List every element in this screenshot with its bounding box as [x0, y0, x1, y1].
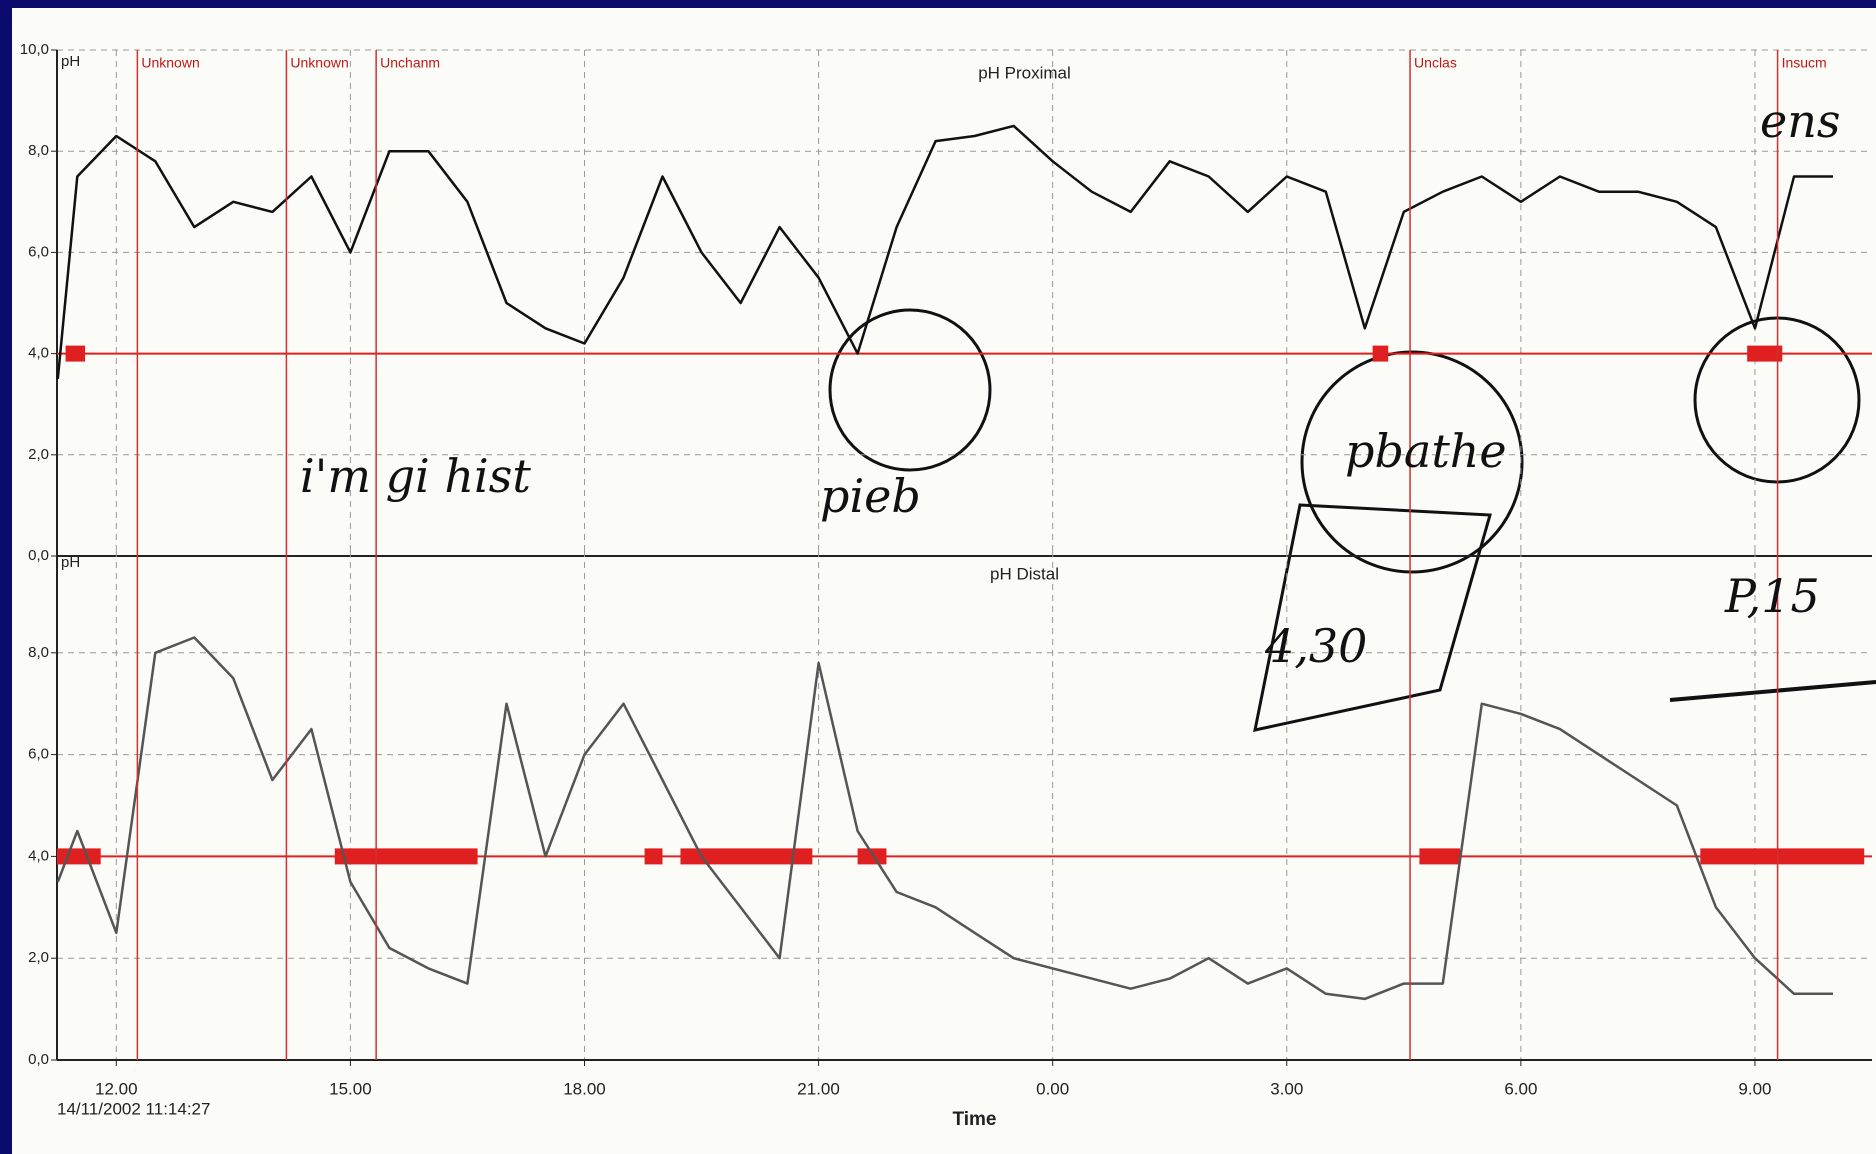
reflux-bar — [66, 346, 86, 362]
x-tick-label: 18.00 — [563, 1079, 606, 1098]
y-tick-label: 8,0 — [28, 142, 49, 159]
chart: 0,0 2,0 4,0 6,0 8,0 10,0 pH pH Proximal 0,0 2,0 4,… — [0, 0, 1876, 1154]
y-tick-label: 0,0 — [28, 1051, 49, 1068]
event-label: Unchanm — [380, 55, 440, 71]
x-tick-label: 21.00 — [797, 1079, 840, 1098]
y-tick-label: 6,0 — [28, 243, 49, 260]
reflux-bar — [1700, 848, 1864, 864]
x-tick-label: 3.00 — [1270, 1079, 1303, 1098]
y-tick-label: 4,0 — [28, 345, 49, 362]
y-axis-label: pH — [61, 554, 80, 571]
y-tick-label: 6,0 — [28, 746, 49, 763]
panel-title: pH Distal — [990, 564, 1059, 583]
start-time: 14/11/2002 11:14:27 — [57, 1099, 210, 1118]
event-label: Unknown — [141, 55, 199, 71]
event-label: Unclas — [1414, 55, 1457, 71]
paper — [12, 8, 1876, 1154]
reflux-bar — [335, 848, 478, 864]
handwritten-note: pieb — [820, 469, 921, 523]
panel-title: pH Proximal — [978, 63, 1071, 82]
reflux-bar — [645, 848, 663, 864]
handwritten-note: 4,30 — [1264, 619, 1367, 673]
handwritten-note: pbathe — [1345, 424, 1507, 478]
y-tick-label: 2,0 — [28, 949, 49, 966]
x-tick-label: 9.00 — [1738, 1079, 1771, 1098]
y-tick-label: 10,0 — [20, 41, 49, 58]
x-tick-label: 6.00 — [1504, 1079, 1537, 1098]
reflux-bar — [858, 848, 887, 864]
y-tick-label: 0,0 — [28, 547, 49, 564]
x-axis-label: Time — [952, 1109, 996, 1130]
event-label: Insucm — [1782, 55, 1827, 71]
x-tick-label: 15.00 — [329, 1079, 372, 1098]
handwritten-note: ens — [1760, 94, 1840, 148]
page: {"chart_data":[ {"type":"line","title":"… — [0, 0, 1876, 1154]
handwritten-note: i'm gi hist — [300, 449, 531, 503]
y-tick-label: 2,0 — [28, 446, 49, 463]
y-tick-label: 8,0 — [28, 644, 49, 661]
reflux-bar — [1373, 346, 1389, 362]
reflux-bar — [1419, 848, 1460, 864]
x-tick-label: 12.00 — [95, 1079, 138, 1098]
y-axis-label: pH — [61, 53, 80, 70]
y-tick-label: 4,0 — [28, 847, 49, 864]
event-label: Unknown — [290, 55, 348, 71]
handwritten-note: P,15 — [1724, 569, 1820, 623]
reflux-bar — [57, 848, 101, 864]
x-tick-label: 0.00 — [1036, 1079, 1069, 1098]
